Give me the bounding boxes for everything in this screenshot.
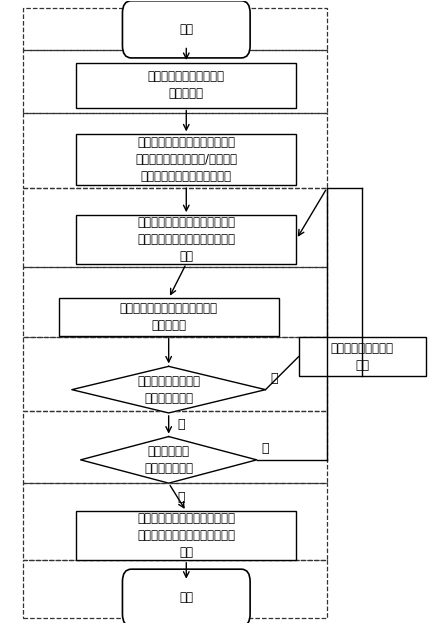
Bar — [23, 337, 327, 411]
Bar — [23, 188, 327, 267]
Polygon shape — [72, 366, 265, 413]
Bar — [76, 512, 296, 560]
Bar — [58, 298, 279, 336]
Bar — [23, 267, 327, 337]
Text: 判断各机组出力是否
满足约束条件？: 判断各机组出力是否 满足约束条件？ — [137, 374, 200, 404]
Bar — [76, 134, 296, 185]
Text: 判断所有时段
是否求解完毕？: 判断所有时段 是否求解完毕？ — [144, 445, 193, 475]
Bar — [23, 50, 327, 113]
Text: 是: 是 — [178, 491, 185, 504]
Bar — [23, 113, 327, 188]
Text: 否: 否 — [261, 442, 268, 455]
Text: 调整相关机组的调度
空间: 调整相关机组的调度 空间 — [331, 342, 394, 372]
Text: 开始: 开始 — [179, 23, 193, 36]
Text: 建立广义源储系统最优调
度数学模型: 建立广义源储系统最优调 度数学模型 — [148, 71, 225, 100]
Bar — [23, 483, 327, 560]
Bar — [23, 411, 327, 483]
Text: 结束: 结束 — [179, 592, 193, 604]
Text: 输出各机组出力曲线、运行总成
本、储能运行情况、弃新能源等
信息: 输出各机组出力曲线、运行总成 本、储能运行情况、弃新能源等 信息 — [137, 512, 235, 559]
Text: 根据负荷、水电、新能源预测，
确定调度周期内储能充/放电时间
段、修正负荷以及火电总出力: 根据负荷、水电、新能源预测， 确定调度周期内储能充/放电时间 段、修正负荷以及火… — [135, 136, 237, 183]
FancyBboxPatch shape — [122, 569, 250, 624]
Polygon shape — [81, 437, 256, 483]
Bar — [23, 7, 327, 50]
FancyBboxPatch shape — [122, 1, 250, 58]
Bar — [23, 560, 327, 618]
Text: 否: 否 — [270, 372, 277, 384]
Text: 是: 是 — [178, 418, 185, 431]
Text: 采用混合粒子群优化算法进行当
前时段求解: 采用混合粒子群优化算法进行当 前时段求解 — [120, 302, 218, 332]
Bar — [76, 215, 296, 263]
Text: 根据负荷预测与上一时段机组出
力，确定当前时段各机组的调度
空间: 根据负荷预测与上一时段机组出 力，确定当前时段各机组的调度 空间 — [137, 216, 235, 263]
Bar — [76, 63, 296, 107]
Bar — [299, 338, 426, 376]
